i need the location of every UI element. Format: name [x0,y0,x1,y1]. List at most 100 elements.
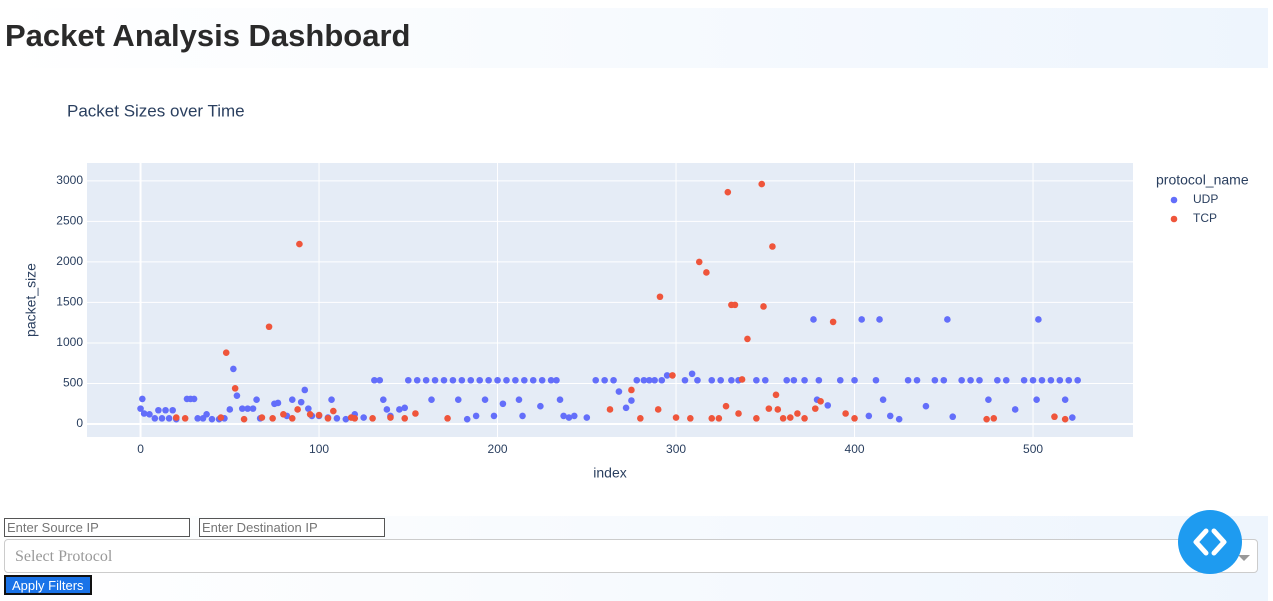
data-point [851,376,858,384]
data-point [1035,316,1042,323]
data-point [753,415,760,422]
data-point [801,376,808,384]
data-point [315,411,323,419]
x-tick-label: 300 [666,442,686,456]
data-point [606,406,614,413]
data-point [654,406,662,413]
data-point [761,376,769,384]
data-point [208,415,216,423]
data-point [467,376,475,384]
data-point [181,415,189,422]
data-point [547,376,555,384]
data-point [162,406,169,414]
data-point [738,376,746,383]
data-point [571,412,578,420]
y-axis-label: packet_size [23,263,39,337]
data-point [297,398,305,406]
data-point [658,376,666,384]
data-point [1074,376,1081,384]
source-ip-input[interactable] [4,518,190,537]
data-point [1065,376,1073,384]
data-point [772,391,780,399]
data-point [687,415,694,422]
y-tick-label: 2500 [56,214,83,228]
data-point [958,376,965,384]
legend-label: TCP [1193,211,1217,225]
data-point [815,376,823,384]
data-point [672,414,680,421]
data-point [717,376,724,384]
data-point [360,414,367,421]
data-point [715,415,723,422]
data-point [155,406,162,414]
data-point [1038,376,1046,384]
data-point [330,407,337,415]
data-point [628,386,635,394]
data-point [233,392,241,399]
data-point [628,397,635,404]
destination-ip-input[interactable] [199,518,385,537]
data-point [369,415,376,422]
data-point [904,376,912,384]
data-point [1069,414,1076,421]
code-toggle[interactable] [1178,510,1242,574]
data-point [553,376,560,384]
apply-button[interactable]: Apply Filters [4,575,92,595]
data-point [238,405,246,412]
data-point [380,396,387,404]
data-point [731,301,739,309]
data-point [230,365,237,373]
y-tick-label: 500 [63,376,83,390]
data-point [931,376,939,384]
data-point [994,376,1001,384]
data-point [512,376,519,384]
data-point [824,402,832,409]
data-point [288,396,296,404]
data-point [503,376,510,384]
data-point [990,415,998,422]
data-point [1061,415,1069,423]
y-tick-label: 1000 [56,335,83,349]
data-point [1051,413,1058,421]
data-point [521,376,528,384]
data-point [949,413,957,421]
data-point [383,406,391,413]
legend-marker [1170,215,1178,223]
data-point [728,376,735,384]
data-point [494,376,501,384]
data-point [537,402,544,410]
filters: Select Protocol Apply Filters [0,516,1268,601]
data-point [253,396,260,404]
data-point [656,293,664,301]
y-tick-label: 0 [76,416,83,430]
data-point [663,372,671,379]
data-point [422,376,430,384]
header: Packet Analysis Dashboard [0,8,1268,68]
data-point [651,376,658,384]
y-tick-label: 1500 [56,295,83,309]
data-point [790,376,798,384]
x-axis-label: index [593,465,626,481]
data-point [760,303,767,310]
data-point [146,411,153,418]
data-point [396,406,403,413]
data-point [895,415,903,423]
data-point [694,376,701,384]
x-tick-label: 500 [1023,442,1043,456]
protocol-dropdown[interactable]: Select Protocol [4,539,1258,573]
data-point [140,410,148,417]
data-point [412,410,419,417]
data-point [1011,406,1019,413]
data-point [669,372,676,379]
data-point [645,376,653,384]
legend-label: UDP [1193,192,1218,206]
data-point [333,415,341,422]
data-point [328,396,335,404]
data-point [249,405,257,412]
data-point [258,414,266,421]
data-point [695,258,703,266]
data-point [401,404,409,412]
data-point [428,396,435,404]
data-point [708,376,716,384]
